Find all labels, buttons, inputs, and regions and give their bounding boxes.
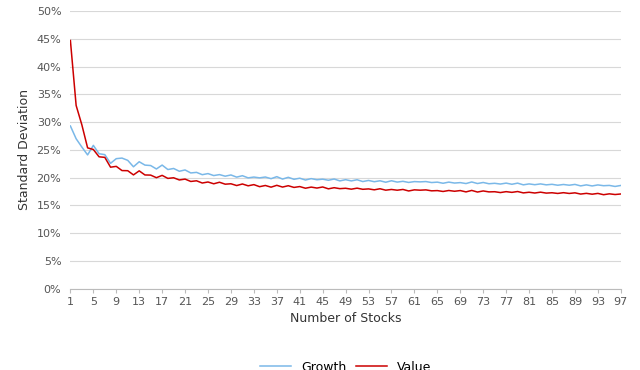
Growth — [210, 174, 218, 178]
Value — [342, 186, 349, 191]
Value — [107, 165, 115, 169]
Value — [491, 189, 499, 194]
Value — [382, 188, 390, 192]
Growth — [617, 183, 625, 188]
Growth — [342, 178, 349, 182]
Growth — [84, 153, 92, 157]
Growth — [67, 124, 74, 128]
Growth — [107, 161, 115, 165]
Y-axis label: Standard Deviation: Standard Deviation — [18, 89, 31, 211]
Value — [67, 38, 74, 43]
X-axis label: Number of Stocks: Number of Stocks — [290, 313, 401, 326]
Line: Growth: Growth — [70, 126, 621, 186]
Value — [84, 146, 92, 150]
Value — [617, 192, 625, 196]
Growth — [611, 184, 619, 189]
Value — [210, 182, 218, 186]
Legend: Growth, Value: Growth, Value — [255, 356, 436, 370]
Growth — [491, 181, 499, 185]
Line: Value: Value — [70, 40, 621, 195]
Value — [600, 192, 607, 197]
Growth — [382, 180, 390, 185]
